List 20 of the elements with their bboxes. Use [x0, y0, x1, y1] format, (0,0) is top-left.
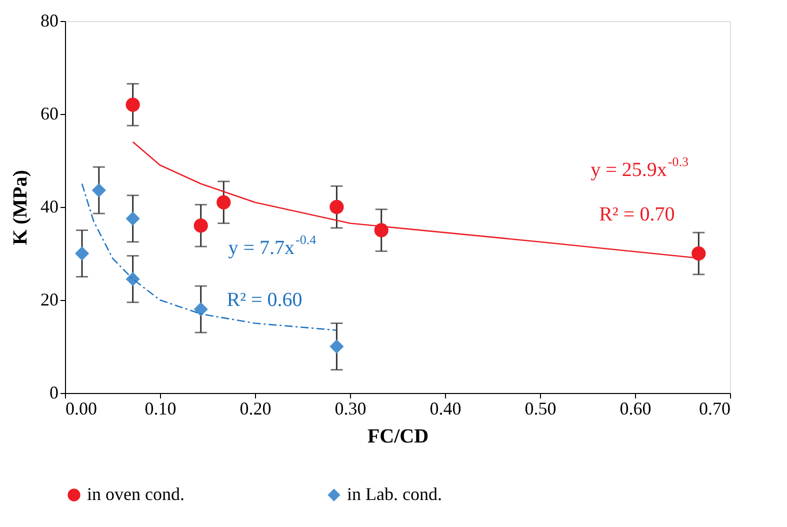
- line-series: [81, 183, 338, 331]
- x-tick-label: 0.50: [524, 398, 556, 418]
- y-tick-label: 80: [40, 10, 58, 30]
- x-tick-label: 0.20: [240, 398, 272, 418]
- x-tick-label: 0.60: [620, 398, 652, 418]
- y-tick-label: 40: [40, 196, 58, 216]
- legend-label: in oven cond.: [87, 484, 184, 504]
- x-axis-title: FC/CD: [367, 426, 429, 448]
- y-tick-label: 20: [40, 290, 58, 310]
- x-tick-label: 0.40: [430, 398, 462, 418]
- x-tick-label: 0.00: [66, 398, 97, 418]
- y-tick-label: 60: [40, 104, 58, 124]
- legend-label: in Lab. cond.: [347, 484, 442, 504]
- y-tick-label: 0: [50, 382, 58, 402]
- x-tick-label: 0.10: [144, 398, 176, 418]
- annotation: R² = 0.60: [226, 289, 302, 311]
- x-tick-label: 0.30: [334, 398, 366, 418]
- annotation: R² = 0.70: [599, 203, 675, 226]
- x-tick-label: 0.70: [699, 398, 730, 418]
- y-axis-title: K (MPa): [10, 170, 32, 245]
